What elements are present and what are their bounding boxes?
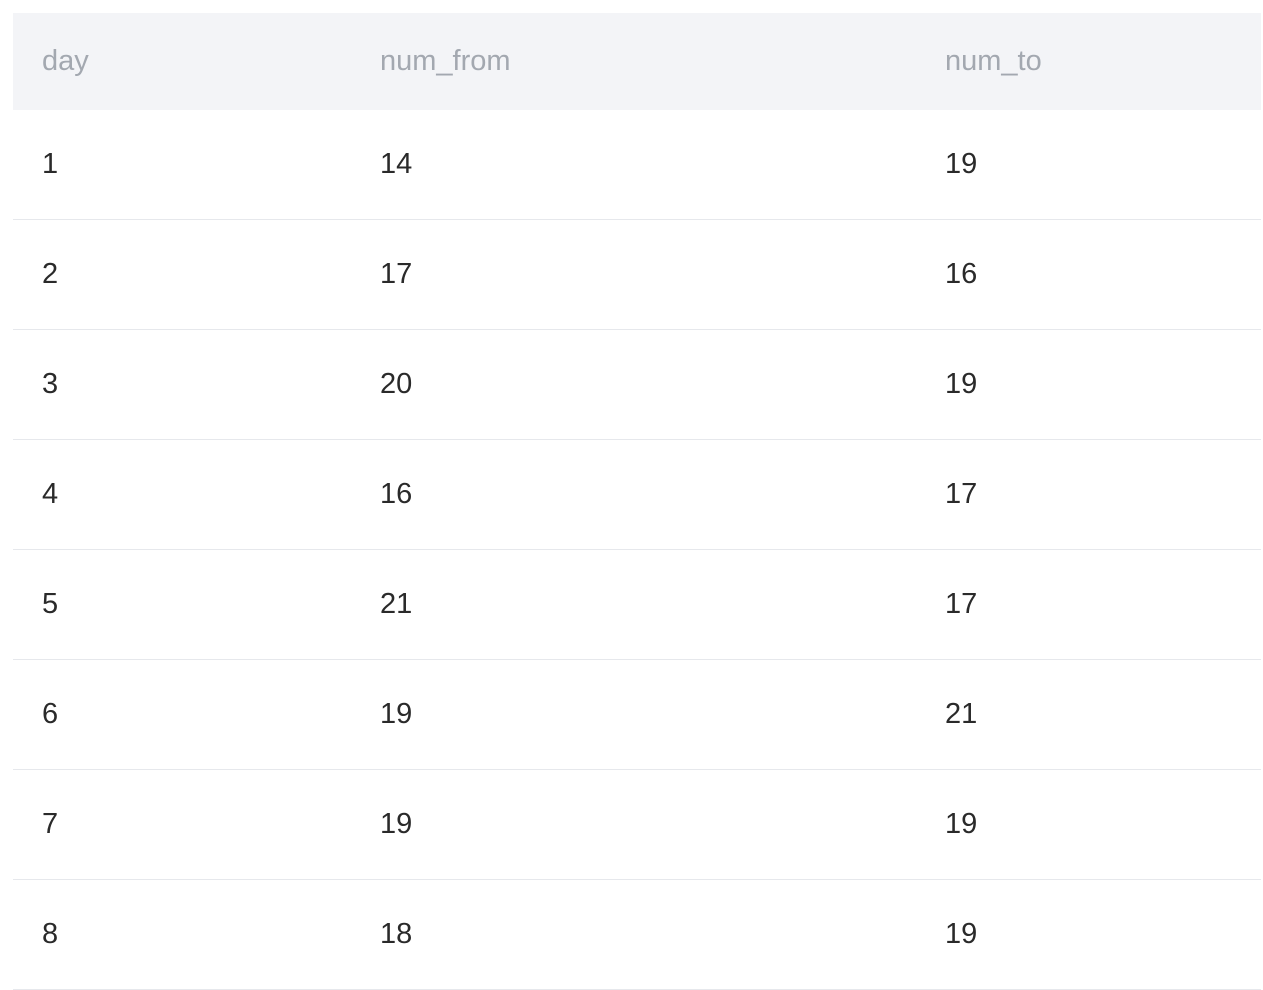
table-cell: 21	[380, 549, 945, 660]
table-row: 1 14 19	[13, 110, 1261, 220]
table-cell: 20	[380, 329, 945, 440]
table-cell: 21	[945, 659, 1261, 770]
data-table: day num_from num_to 1 14 19 2 17 16 3 20 19 4 16 17…	[13, 13, 1261, 990]
table-cell: 17	[380, 219, 945, 330]
table-cell: 19	[945, 769, 1261, 880]
table-cell: 14	[380, 110, 945, 220]
table-cell: 19	[945, 110, 1261, 220]
table-row: 5 21 17	[13, 549, 1261, 660]
table-cell: 19	[945, 329, 1261, 440]
table-cell: 16	[945, 219, 1261, 330]
table-cell: 8	[13, 879, 380, 990]
table-cell: 17	[945, 439, 1261, 550]
table-cell: 19	[380, 659, 945, 770]
table-row: 3 20 19	[13, 329, 1261, 440]
table-cell: 2	[13, 219, 380, 330]
table-cell: 17	[945, 549, 1261, 660]
table-cell: 3	[13, 329, 380, 440]
header-row: day num_from num_to	[13, 13, 1261, 110]
table-cell: 18	[380, 879, 945, 990]
table-cell: 19	[380, 769, 945, 880]
table-row: 6 19 21	[13, 659, 1261, 770]
table-row: 4 16 17	[13, 439, 1261, 550]
table-row: 7 19 19	[13, 769, 1261, 880]
table-cell: 7	[13, 769, 380, 880]
table-cell: 16	[380, 439, 945, 550]
table-cell: 19	[945, 879, 1261, 990]
column-header-day: day	[13, 13, 380, 110]
table-cell: 4	[13, 439, 380, 550]
column-header-num-to: num_to	[945, 13, 1261, 110]
table-row: 2 17 16	[13, 219, 1261, 330]
table-cell: 5	[13, 549, 380, 660]
column-header-num-from: num_from	[380, 13, 945, 110]
table-row: 8 18 19	[13, 879, 1261, 990]
table-cell: 1	[13, 110, 380, 220]
table-cell: 6	[13, 659, 380, 770]
